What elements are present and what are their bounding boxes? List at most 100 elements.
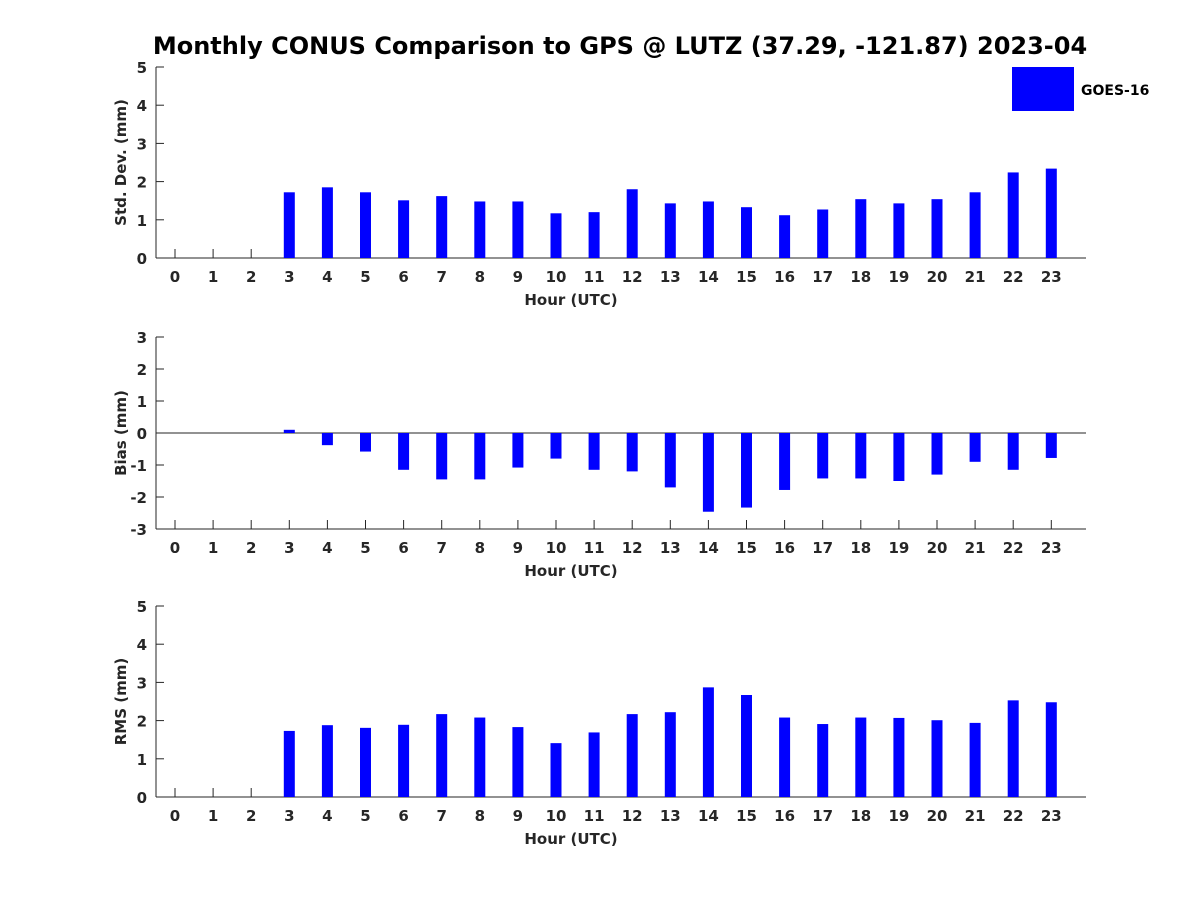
- x-tick-label: 12: [622, 539, 643, 557]
- x-tick-label: 3: [284, 807, 294, 825]
- bar-std-dev-hour-13: [664, 203, 676, 258]
- x-axis-label: Hour (UTC): [524, 830, 617, 848]
- y-tick-label: -2: [130, 489, 147, 507]
- bar-std-dev-hour-14: [702, 201, 714, 258]
- chart-title: Monthly CONUS Comparison to GPS @ LUTZ (…: [153, 32, 1087, 60]
- bar-rms-hour-6: [398, 724, 410, 797]
- x-tick-label: 18: [850, 807, 871, 825]
- x-tick-label: 18: [850, 268, 871, 286]
- bar-bias-hour-19: [893, 433, 905, 481]
- x-tick-label: 23: [1041, 268, 1062, 286]
- bar-std-dev-hour-20: [931, 199, 943, 258]
- bar-std-dev-hour-11: [588, 212, 600, 258]
- x-tick-label: 22: [1003, 539, 1024, 557]
- x-tick-label: 4: [322, 268, 332, 286]
- x-tick-label: 15: [736, 539, 757, 557]
- bar-std-dev-hour-15: [741, 207, 752, 258]
- x-tick-label: 19: [888, 539, 909, 557]
- x-tick-label: 11: [584, 539, 605, 557]
- x-tick-label: 16: [774, 539, 795, 557]
- y-tick-label: 5: [137, 59, 147, 77]
- x-tick-label: 9: [513, 539, 523, 557]
- x-tick-label: 0: [170, 807, 180, 825]
- legend-label: GOES-16: [1081, 83, 1149, 99]
- x-tick-label: 13: [660, 268, 681, 286]
- bar-bias-hour-8: [474, 433, 486, 480]
- x-tick-label: 8: [475, 807, 485, 825]
- bar-bias-hour-14: [702, 433, 714, 512]
- x-tick-label: 4: [322, 539, 332, 557]
- x-tick-label: 1: [208, 268, 218, 286]
- bar-bias-hour-13: [664, 433, 676, 488]
- x-tick-label: 1: [208, 539, 218, 557]
- bar-bias-hour-4: [321, 433, 333, 446]
- bar-std-dev-hour-18: [855, 199, 867, 258]
- x-tick-label: 7: [436, 807, 446, 825]
- x-tick-label: 22: [1003, 268, 1024, 286]
- x-tick-label: 19: [888, 807, 909, 825]
- bar-bias-hour-16: [779, 433, 791, 490]
- x-tick-label: 11: [584, 807, 605, 825]
- bar-bias-hour-9: [512, 433, 524, 468]
- x-tick-label: 15: [736, 268, 757, 286]
- bar-bias-hour-7: [436, 433, 448, 480]
- x-tick-label: 9: [513, 268, 523, 286]
- bar-bias-hour-21: [969, 433, 981, 462]
- y-tick-label: 1: [137, 751, 147, 769]
- bar-std-dev-hour-12: [626, 189, 638, 258]
- bar-std-dev-hour-23: [1045, 168, 1057, 258]
- y-axis-label: Bias (mm): [112, 390, 130, 476]
- bar-bias-hour-10: [550, 433, 562, 459]
- legend: GOES-16: [1012, 67, 1149, 111]
- bar-std-dev-hour-7: [436, 196, 448, 258]
- x-tick-label: 17: [812, 539, 833, 557]
- x-tick-label: 13: [660, 539, 681, 557]
- x-tick-label: 16: [774, 807, 795, 825]
- x-tick-label: 17: [812, 268, 833, 286]
- x-tick-label: 6: [398, 807, 408, 825]
- x-tick-label: 3: [284, 268, 294, 286]
- bar-rms-hour-5: [360, 727, 371, 797]
- y-tick-label: 4: [137, 636, 147, 654]
- y-tick-label: 0: [137, 250, 147, 268]
- bar-rms-hour-16: [779, 717, 791, 797]
- bar-std-dev-hour-16: [779, 215, 791, 258]
- x-tick-label: 14: [698, 807, 719, 825]
- x-tick-label: 16: [774, 268, 795, 286]
- x-tick-label: 21: [965, 539, 986, 557]
- bar-std-dev-hour-10: [550, 213, 562, 258]
- y-tick-label: 4: [137, 97, 147, 115]
- bar-rms-hour-10: [550, 743, 562, 797]
- bar-std-dev-hour-22: [1007, 172, 1019, 258]
- x-tick-label: 6: [398, 539, 408, 557]
- x-tick-label: 12: [622, 268, 643, 286]
- x-tick-label: 18: [850, 539, 871, 557]
- bar-rms-hour-12: [626, 714, 638, 797]
- y-tick-label: 2: [137, 361, 147, 379]
- bar-bias-hour-23: [1045, 433, 1057, 458]
- bar-bias-hour-22: [1007, 433, 1019, 470]
- bar-std-dev-hour-21: [969, 192, 981, 258]
- x-tick-label: 21: [965, 807, 986, 825]
- x-tick-label: 11: [584, 268, 605, 286]
- bar-rms-hour-3: [283, 730, 295, 797]
- x-tick-label: 8: [475, 268, 485, 286]
- x-tick-label: 0: [170, 539, 180, 557]
- x-tick-label: 20: [927, 539, 948, 557]
- x-tick-label: 23: [1041, 807, 1062, 825]
- y-tick-label: 3: [137, 329, 147, 347]
- x-tick-label: 7: [436, 539, 446, 557]
- y-tick-label: 0: [137, 425, 147, 443]
- x-tick-label: 4: [322, 807, 332, 825]
- bar-std-dev-hour-19: [893, 203, 905, 258]
- x-tick-label: 15: [736, 807, 757, 825]
- x-tick-label: 21: [965, 268, 986, 286]
- x-tick-label: 3: [284, 539, 294, 557]
- bar-rms-hour-22: [1007, 700, 1019, 797]
- x-tick-label: 20: [927, 807, 948, 825]
- bar-rms-hour-17: [817, 724, 829, 797]
- bar-bias-hour-3: [283, 429, 295, 433]
- x-tick-label: 10: [546, 807, 567, 825]
